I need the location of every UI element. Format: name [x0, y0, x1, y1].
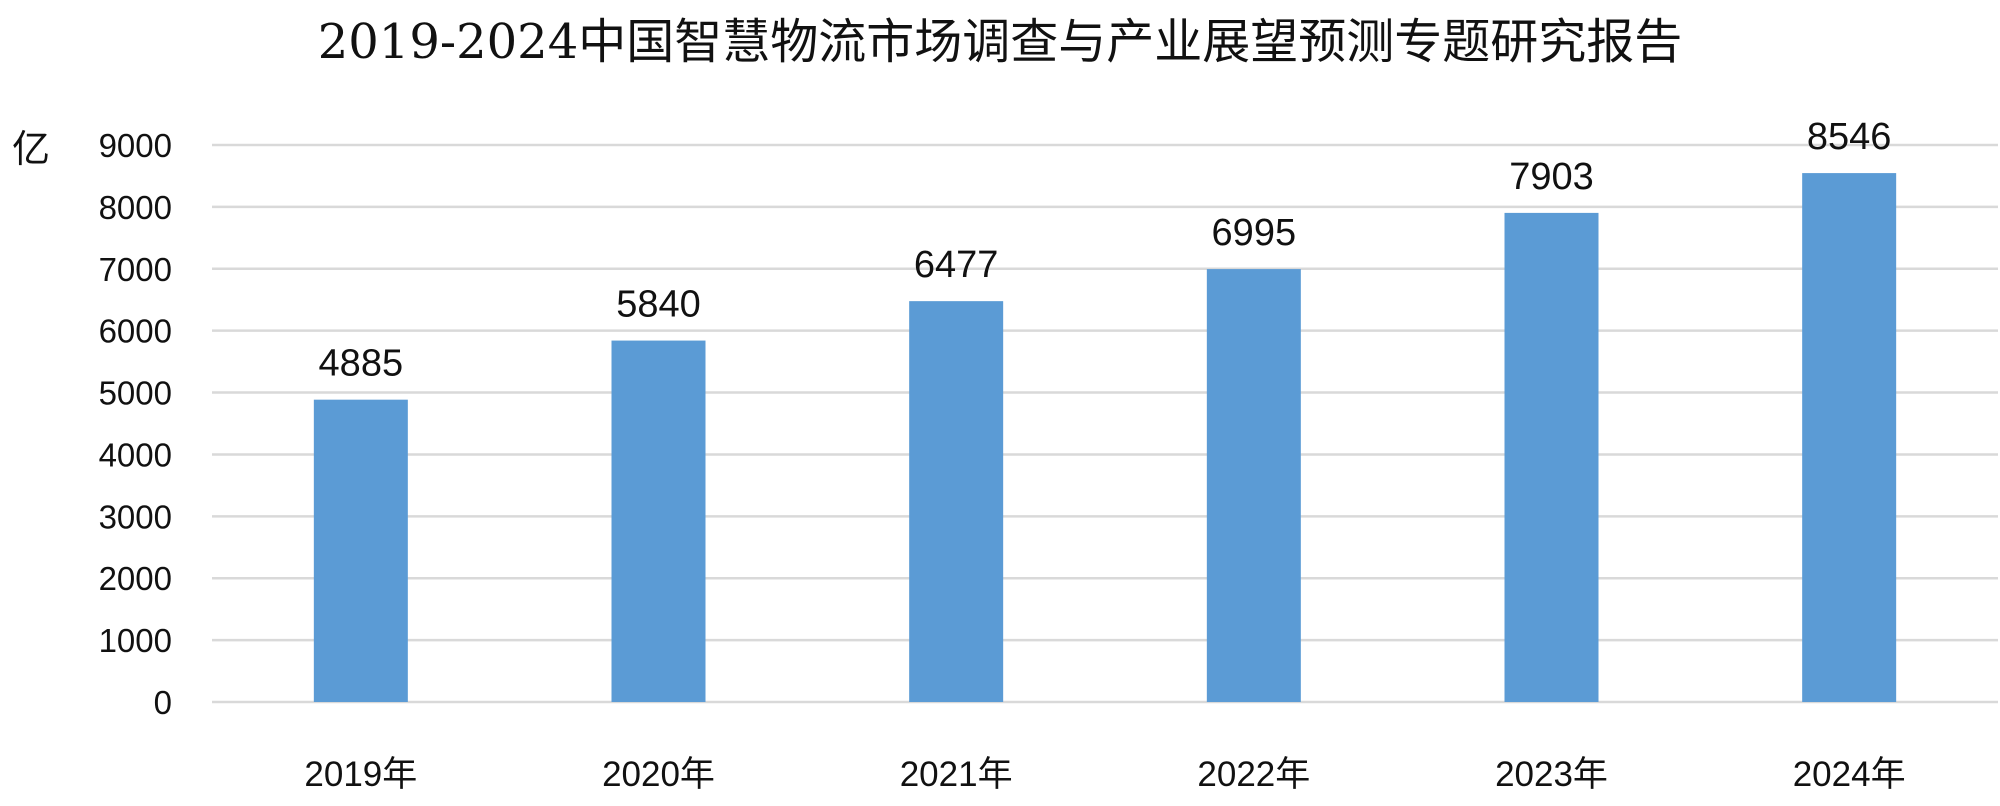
- y-tick-label: 5000: [99, 375, 172, 412]
- bar-data-label: 6477: [914, 244, 999, 286]
- bar-data-label: 7903: [1509, 156, 1594, 198]
- y-tick-label: 9000: [99, 127, 172, 164]
- bar: [1504, 212, 1599, 703]
- bar: [313, 399, 408, 702]
- x-category-label: 2019年: [304, 755, 417, 794]
- bar: [611, 340, 706, 702]
- bar: [1206, 269, 1301, 702]
- x-category-label: 2023年: [1495, 755, 1608, 794]
- y-axis-unit-label: 亿: [12, 127, 50, 171]
- gridlines: [212, 143, 1998, 704]
- bar-data-label: 4885: [319, 343, 404, 385]
- y-tick-label: 6000: [99, 313, 172, 350]
- x-category-label: 2021年: [900, 755, 1013, 794]
- y-tick-label: 1000: [99, 622, 172, 659]
- y-tick-label: 8000: [99, 189, 172, 226]
- y-tick-label: 2000: [99, 560, 172, 597]
- x-category-label: 2020年: [602, 755, 715, 794]
- chart-title: 2019-2024中国智慧物流市场调查与产业展望预测专题研究报告: [318, 14, 1683, 70]
- y-tick-label: 3000: [99, 498, 172, 535]
- x-axis-categories: 2019年 2020年 2021年 2022年 2023年 2024年: [304, 755, 1905, 794]
- bar: [909, 301, 1004, 702]
- bar: [1802, 173, 1897, 703]
- y-axis-ticks: 0 1000 2000 3000 4000 5000 6000 7000 8000 9000: [99, 127, 172, 721]
- bar-data-label: 5840: [616, 284, 701, 326]
- bar-data-label: 8546: [1807, 116, 1892, 158]
- data-labels: 4885 5840 6477 6995 7903 8546: [319, 116, 1892, 385]
- bars: [313, 173, 1897, 703]
- x-category-label: 2022年: [1197, 755, 1310, 794]
- bar-data-label: 6995: [1212, 212, 1297, 254]
- y-tick-label: 4000: [99, 436, 172, 473]
- y-tick-label: 0: [154, 684, 172, 721]
- y-tick-label: 7000: [99, 251, 172, 288]
- x-category-label: 2024年: [1793, 755, 1906, 794]
